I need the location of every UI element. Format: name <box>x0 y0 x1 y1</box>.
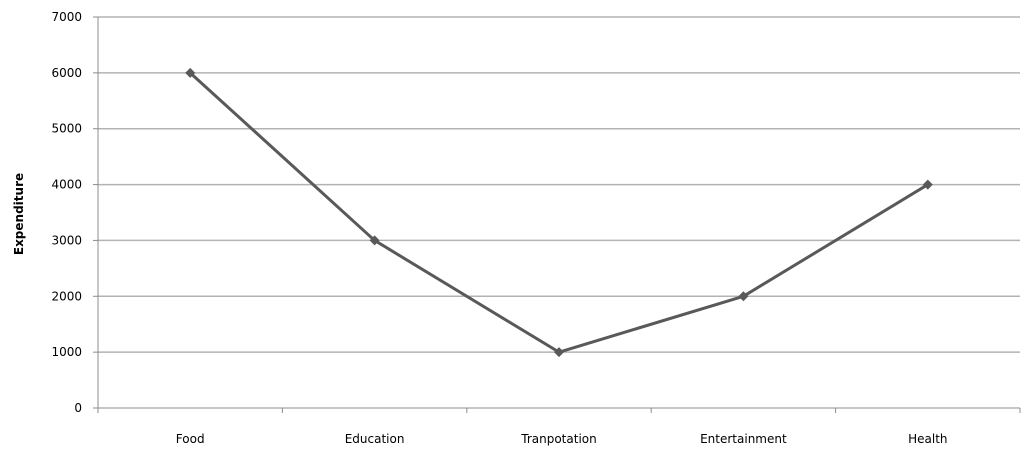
y-axis-title: Expenditure <box>12 173 26 255</box>
data-point-marker <box>185 67 196 78</box>
y-tick-label: 5000 <box>51 122 82 136</box>
y-tick-label: 7000 <box>51 10 82 24</box>
x-tick-label: Education <box>345 432 405 446</box>
y-tick-label: 2000 <box>51 289 82 303</box>
data-point-marker <box>369 235 380 246</box>
data-point-marker <box>738 291 749 302</box>
y-tick-label: 0 <box>74 401 82 415</box>
y-tick-label: 1000 <box>51 345 82 359</box>
y-axis-ticks: 0 1000 2000 3000 4000 5000 6000 7000 <box>51 10 98 415</box>
x-tick-label: Tranpotation <box>520 432 596 446</box>
x-axis-ticks: Food Education Tranpotation Entertainment He… <box>97 408 1021 446</box>
y-tick-label: 4000 <box>51 178 82 192</box>
series <box>185 67 933 358</box>
y-tick-label: 6000 <box>51 66 82 80</box>
x-tick-label: Entertainment <box>700 432 787 446</box>
y-tick-label: 3000 <box>51 233 82 247</box>
series-line <box>189 71 929 354</box>
axes <box>97 17 1020 409</box>
x-tick-label: Food <box>176 432 205 446</box>
x-tick-label: Health <box>908 432 947 446</box>
data-point-marker <box>554 347 564 358</box>
gridlines <box>98 16 1020 353</box>
data-point-marker <box>922 179 933 190</box>
